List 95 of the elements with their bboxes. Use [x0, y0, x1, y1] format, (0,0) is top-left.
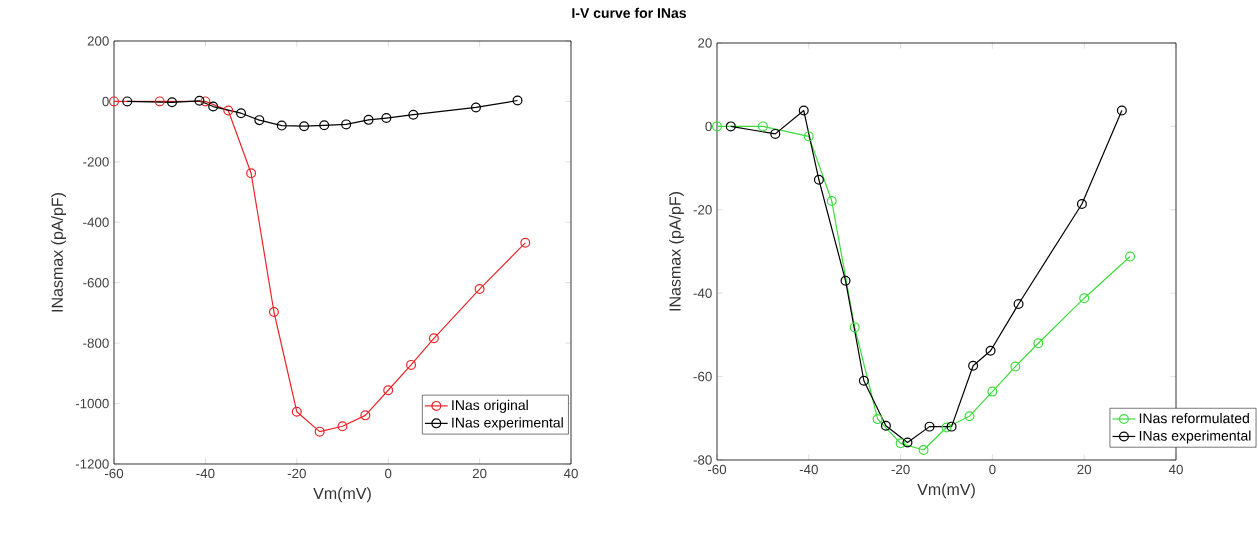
point	[383, 385, 394, 396]
point	[512, 95, 523, 106]
point	[314, 426, 325, 437]
point	[474, 284, 485, 295]
x-tick-label: -20	[287, 468, 306, 479]
y-tick-label: -400	[83, 217, 109, 227]
point	[470, 102, 481, 113]
point	[319, 120, 330, 131]
point	[167, 97, 178, 108]
point	[337, 421, 348, 432]
point	[254, 115, 265, 126]
y-tick-label: -40	[693, 288, 712, 298]
point	[246, 168, 257, 179]
x-tick-label: -20	[891, 464, 910, 475]
point	[849, 322, 860, 333]
x-tick-label: -60	[104, 468, 124, 479]
y-tick-label: -20	[693, 205, 712, 215]
point	[208, 101, 219, 112]
point	[154, 96, 165, 107]
point	[924, 421, 935, 432]
y-tick-label: -800	[83, 338, 109, 348]
point	[803, 131, 814, 142]
legend-label: INas original	[452, 399, 528, 413]
point	[109, 96, 120, 107]
point	[858, 375, 869, 386]
x-tick-label: 40	[563, 468, 578, 479]
point	[406, 359, 417, 370]
legend-label: INas experimental	[1139, 430, 1251, 444]
point	[1076, 198, 1087, 209]
point	[813, 174, 824, 185]
point	[341, 119, 352, 130]
point	[985, 345, 996, 356]
y-tick-label: -200	[83, 157, 109, 167]
x-axis-title: Vm(mV)	[313, 487, 371, 503]
point	[946, 421, 957, 432]
point	[408, 109, 419, 120]
x-tick-label: -60	[707, 464, 727, 475]
point	[1010, 361, 1021, 372]
y-tick-label: 0	[102, 96, 109, 107]
point	[276, 120, 287, 131]
point	[1013, 299, 1024, 310]
point	[291, 406, 302, 417]
point	[236, 108, 247, 119]
point	[194, 95, 205, 106]
legend-label: INas experimental	[452, 417, 563, 431]
point	[299, 121, 310, 132]
x-tick-label: 40	[1168, 464, 1183, 475]
point	[122, 96, 133, 107]
point	[872, 414, 883, 425]
y-axis-title: INasmax (pA/pF)	[51, 193, 67, 312]
point	[757, 121, 768, 132]
point	[223, 105, 234, 116]
point	[268, 307, 279, 318]
x-tick-label: 0	[385, 468, 392, 479]
point	[964, 411, 975, 422]
y-tick-label: 200	[87, 36, 109, 46]
x-tick-label: 20	[1077, 464, 1092, 475]
point	[1033, 338, 1044, 349]
y-tick-label: 0	[705, 121, 712, 132]
point	[895, 438, 906, 449]
x-axis-title: Vm(mV)	[917, 483, 975, 499]
point	[360, 410, 371, 421]
point	[428, 333, 439, 344]
legend-label: INas reformulated	[1139, 412, 1249, 424]
point	[941, 422, 952, 433]
point	[381, 113, 392, 124]
point	[918, 444, 929, 455]
point	[987, 386, 998, 397]
point	[1116, 105, 1127, 116]
x-tick-label: 0	[989, 464, 996, 475]
y-tick-label: -1200	[75, 459, 109, 469]
y-tick-label: -80	[693, 455, 712, 465]
point	[1125, 251, 1136, 262]
text: I-V curve for INas	[572, 7, 686, 18]
point	[200, 96, 211, 107]
x-tick-label: -40	[196, 468, 215, 479]
point	[712, 121, 722, 132]
y-tick-label: -1000	[75, 398, 109, 409]
point	[1079, 293, 1090, 304]
y-tick-label: -600	[83, 277, 109, 288]
y-tick-label: 20	[698, 38, 712, 48]
point	[880, 420, 891, 431]
y-axis-title: INasmax (pA/pF)	[668, 192, 684, 311]
point	[798, 105, 809, 116]
point	[725, 121, 736, 132]
x-tick-label: 20	[472, 468, 487, 479]
point	[363, 114, 374, 125]
point	[826, 196, 837, 207]
x-tick-label: -40	[799, 464, 818, 475]
point	[968, 360, 979, 371]
point	[840, 275, 851, 286]
point	[770, 128, 781, 139]
point	[520, 237, 531, 248]
point	[902, 437, 913, 448]
y-tick-label: -60	[693, 371, 712, 382]
